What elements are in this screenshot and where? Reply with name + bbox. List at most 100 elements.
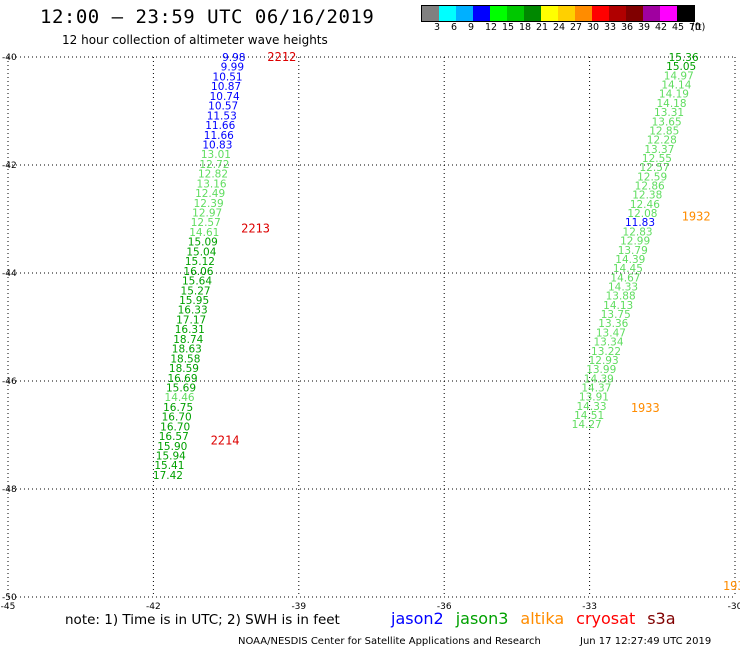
x-tick-label: -45 (1, 602, 16, 612)
scale-swatch-42 (643, 6, 660, 21)
wave-height-value: 12.93 (589, 355, 619, 367)
wave-height-value: 15.09 (188, 237, 218, 249)
wave-height-value: 15.69 (166, 382, 196, 394)
wave-height-value: 12.97 (192, 208, 222, 220)
wave-height-value: 16.31 (175, 324, 205, 336)
scale-unit-label: (ft) (691, 22, 706, 33)
scale-swatch-30 (575, 6, 592, 21)
pass-time-label: 1934 (723, 579, 740, 593)
scale-label: 30 (587, 22, 600, 33)
wave-height-value: 16.06 (183, 266, 213, 278)
wave-height-value: 14.33 (577, 401, 607, 413)
scale-label: 36 (621, 22, 634, 33)
wave-height-value: 12.39 (194, 198, 224, 210)
scale-label: 9 (468, 22, 475, 33)
wave-height-value: 15.94 (156, 451, 186, 463)
wave-height-value: 13.75 (601, 309, 631, 321)
footer-credit: NOAA/NESDIS Center for Satellite Applica… (238, 636, 541, 647)
pass-time-label: 2213 (241, 222, 270, 236)
scale-label: 70 (689, 22, 702, 33)
scale-swatch-24 (541, 6, 558, 21)
wave-height-value: 14.37 (581, 382, 611, 394)
legend-item-altika: altika (520, 609, 565, 628)
wave-height-value: 12.72 (199, 159, 229, 171)
wave-height-value: 12.59 (637, 171, 667, 183)
wave-height-value: 13.34 (593, 337, 623, 349)
scale-label: 21 (536, 22, 549, 33)
wave-height-value: 15.04 (186, 246, 216, 258)
wave-height-value: 13.22 (591, 346, 621, 358)
scale-swatch-18 (507, 6, 524, 21)
wave-height-value: 14.27 (572, 419, 602, 431)
wave-height-value: 13.47 (596, 327, 626, 339)
wave-height-value: 15.90 (157, 441, 187, 453)
wave-height-value: 12.38 (632, 190, 662, 202)
wave-height-value: 13.79 (618, 245, 648, 257)
wave-height-value: 14.67 (610, 272, 640, 284)
wave-height-value: 15.36 (669, 52, 699, 64)
wave-height-value: 14.19 (659, 89, 689, 101)
wave-height-value: 13.91 (579, 392, 609, 404)
scale-swatch-70 (677, 6, 694, 21)
pass-time-label: 1932 (682, 209, 711, 223)
color-scale-bar (421, 5, 695, 22)
legend-item-cryosat: cryosat (576, 609, 636, 628)
wave-height-value: 15.41 (154, 460, 184, 472)
scale-label: 3 (434, 22, 441, 33)
scale-label: 12 (485, 22, 498, 33)
y-tick-label: -50 (2, 593, 17, 603)
wave-height-value: 14.18 (656, 98, 686, 110)
wave-height-value: 10.83 (202, 139, 232, 151)
wave-height-value: 14.45 (613, 263, 643, 275)
scale-swatch-36 (609, 6, 626, 21)
y-tick-label: -48 (2, 485, 17, 495)
wave-height-value: 13.65 (652, 116, 682, 128)
wave-height-value: 12.28 (647, 135, 677, 147)
wave-height-value: 14.51 (574, 410, 604, 422)
wave-height-value: 15.12 (185, 256, 215, 268)
scale-label: 45 (672, 22, 685, 33)
scale-label: 15 (502, 22, 515, 33)
x-tick-label: -39 (291, 602, 306, 612)
wave-height-value: 10.57 (208, 101, 238, 113)
wave-height-value: 14.14 (661, 80, 691, 92)
wave-height-value: 18.58 (170, 353, 200, 365)
scale-swatch-21 (524, 6, 541, 21)
legend-item-s3a: s3a (647, 609, 676, 628)
wave-height-value: 11.53 (207, 110, 237, 122)
wave-height-value: 12.82 (198, 169, 228, 181)
scale-swatch-3 (422, 6, 439, 21)
wave-height-value: 12.86 (635, 181, 665, 193)
wave-height-value: 18.59 (169, 363, 199, 375)
wave-height-value: 15.27 (181, 285, 211, 297)
wave-height-value: 16.57 (159, 431, 189, 443)
legend-item-jason2: jason2 (391, 609, 444, 628)
wave-height-value: 13.37 (644, 144, 674, 156)
x-tick-label: -30 (728, 602, 740, 612)
wave-height-value: 17.17 (176, 314, 206, 326)
wave-height-value: 13.16 (197, 178, 227, 190)
bottom-note: note: 1) Time is in UTC; 2) SWH is in fe… (65, 612, 340, 628)
wave-height-value: 15.05 (666, 61, 696, 73)
wave-height-value: 14.39 (584, 373, 614, 385)
pass-time-label: 1933 (631, 401, 660, 415)
scale-label: 24 (553, 22, 566, 33)
wave-height-value: 14.46 (165, 392, 195, 404)
satellite-legend: jason2 jason3 altika cryosat s3a (391, 609, 688, 628)
page-subtitle: 12 hour collection of altimeter wave hei… (62, 33, 328, 47)
footer-timestamp: Jun 17 12:27:49 UTC 2019 (580, 636, 712, 647)
wave-height-value: 12.83 (623, 226, 653, 238)
wave-height-value: 10.51 (213, 71, 243, 83)
pass-time-label: 2212 (267, 50, 296, 64)
wave-height-value: 12.08 (627, 208, 657, 220)
scale-swatch-6 (439, 6, 456, 21)
scale-swatch-45 (660, 6, 677, 21)
scale-swatch-12 (473, 6, 490, 21)
wave-height-value: 16.75 (163, 402, 193, 414)
y-tick-label: -44 (2, 269, 17, 279)
wave-height-value: 13.36 (598, 318, 628, 330)
wave-height-value: 10.74 (210, 91, 240, 103)
scale-swatch-9 (456, 6, 473, 21)
wave-height-value: 12.99 (620, 236, 650, 248)
scale-label: 27 (570, 22, 583, 33)
